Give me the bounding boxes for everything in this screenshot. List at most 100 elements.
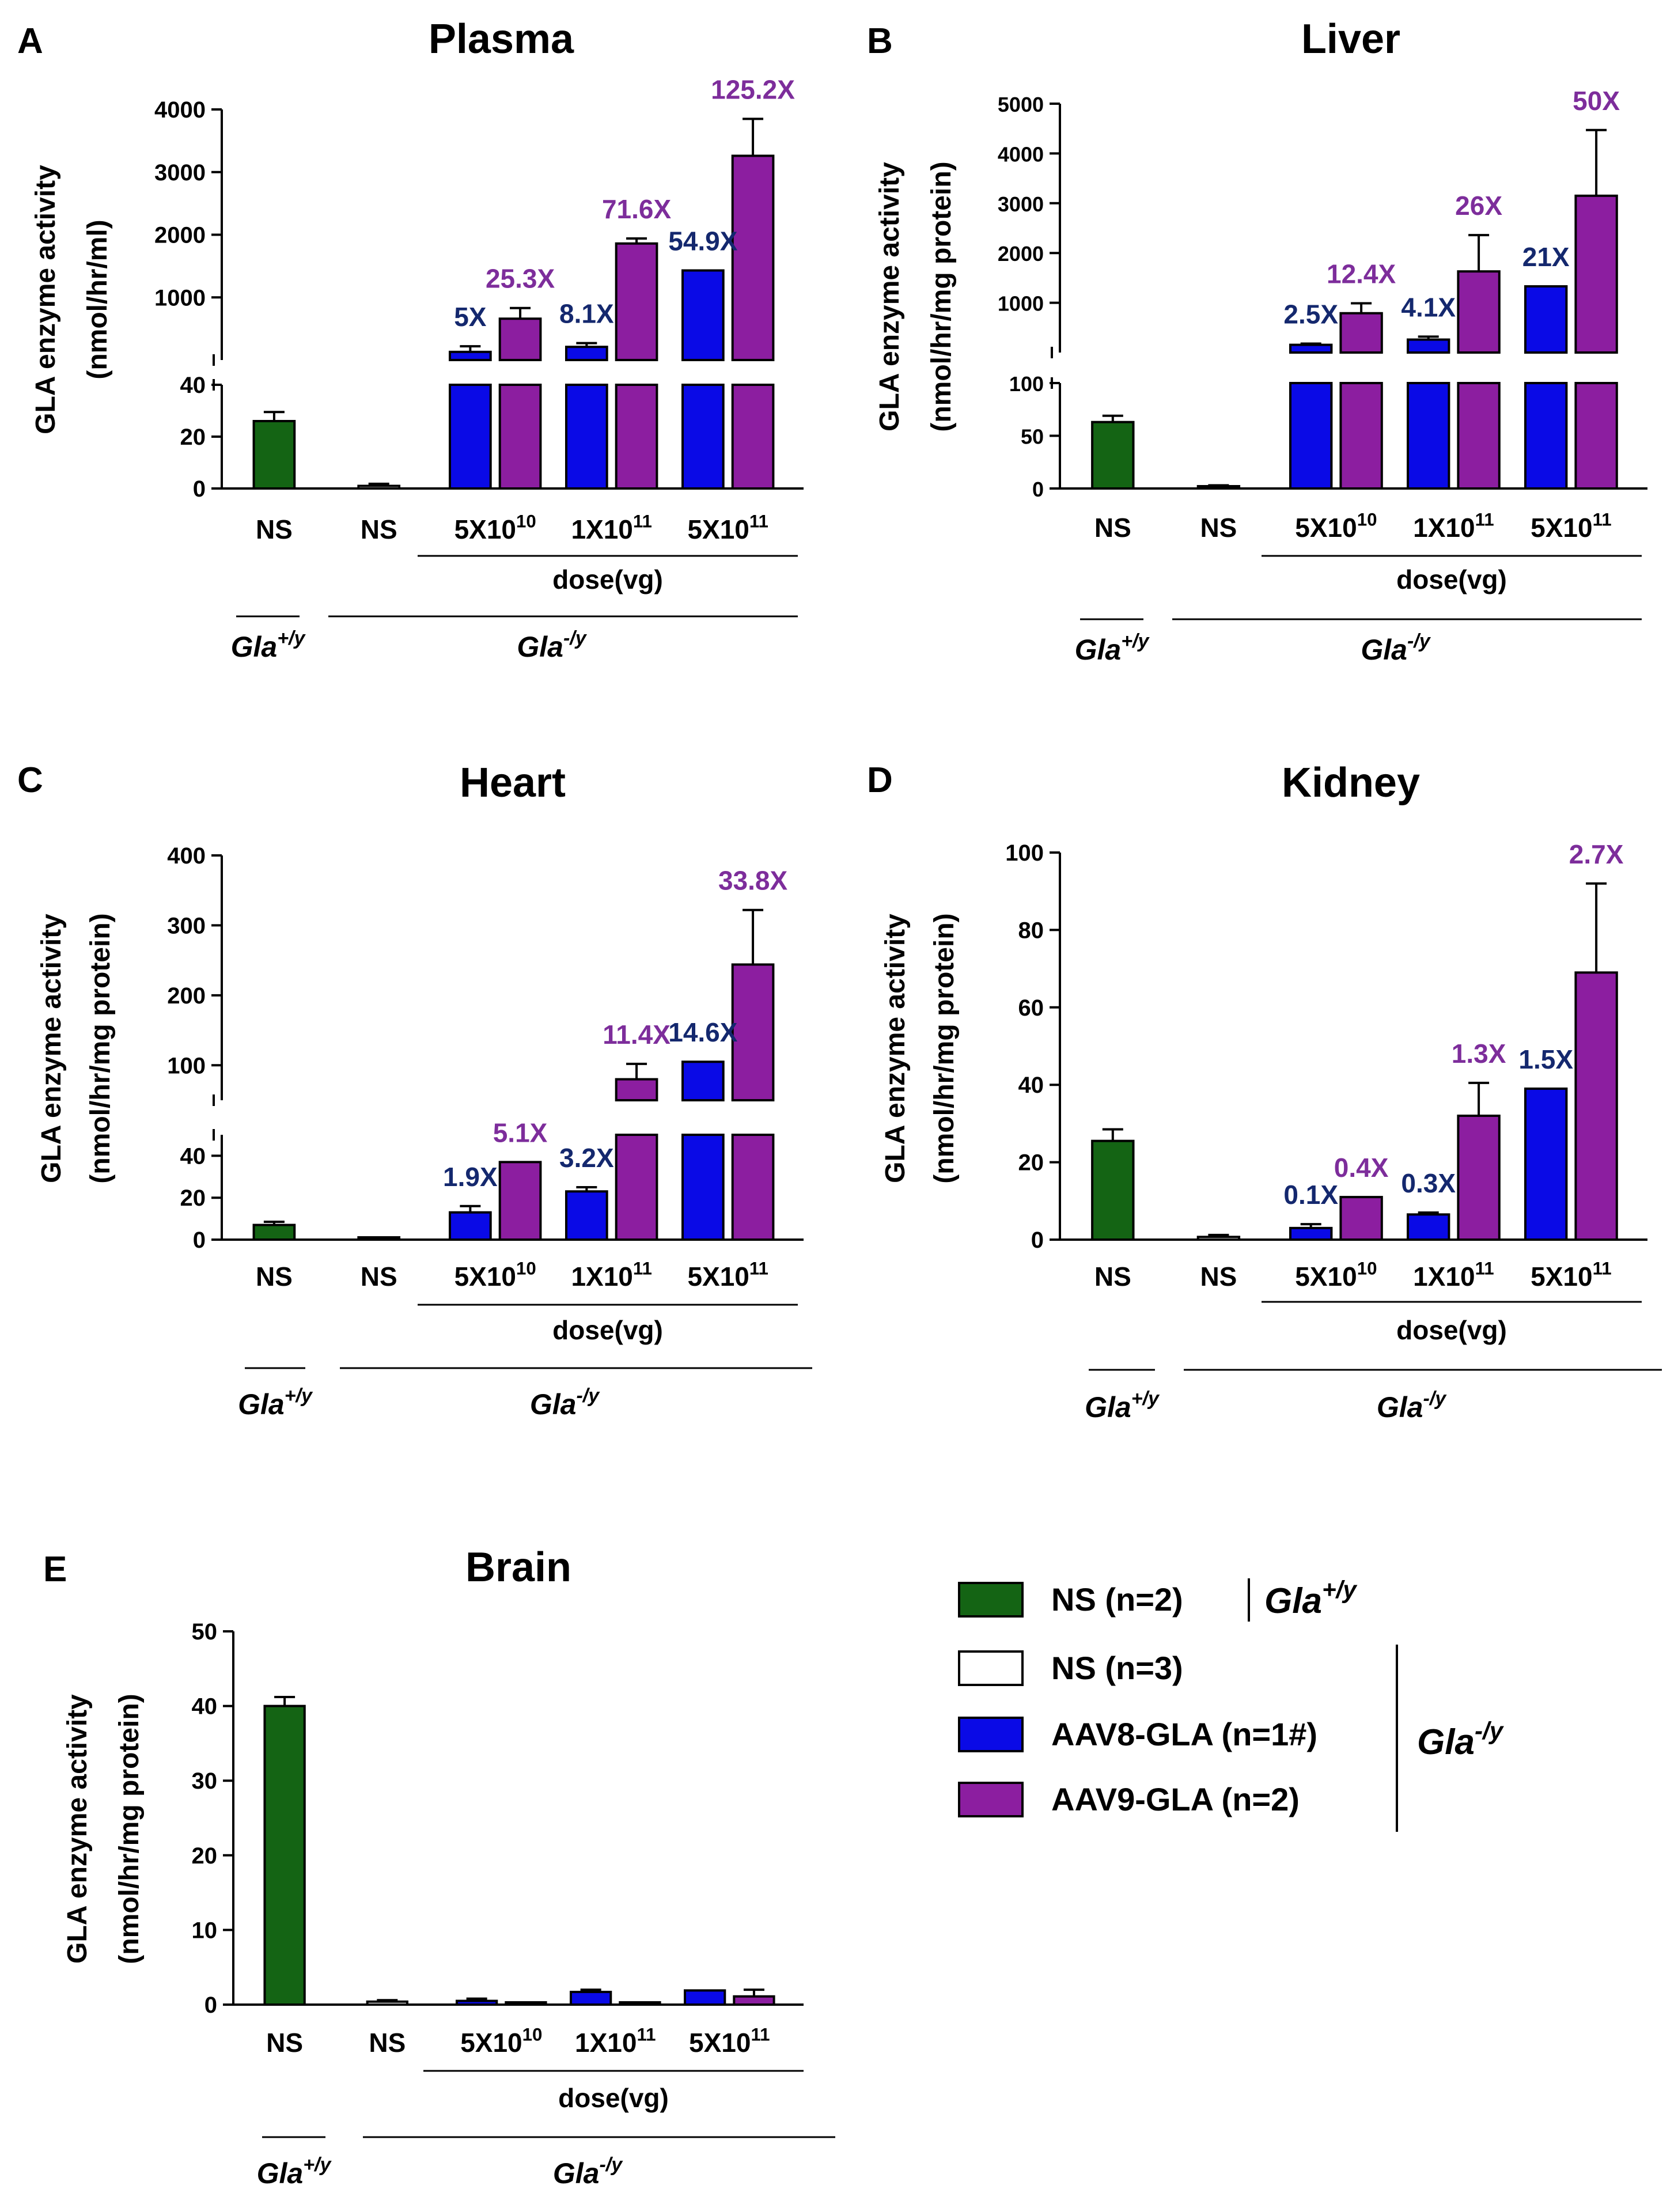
fold-change-label: 4.1X	[1401, 292, 1456, 322]
bar-aav9-g4	[731, 384, 775, 490]
y-tick-label: 0	[193, 476, 206, 502]
fold-change-label: 0.1X	[1283, 1180, 1338, 1210]
x-label-dose-base: 5X10	[1295, 513, 1357, 543]
genotype-ko-label-base: Gla	[517, 631, 563, 663]
bar-aav8-g2	[1289, 1226, 1333, 1241]
x-label-dose-sup: 10	[516, 1259, 536, 1279]
x-label-dose-sup: 11	[749, 1259, 768, 1279]
bar-aav9-g3	[1457, 382, 1501, 490]
genotype-ko-label-base: Gla	[1377, 1391, 1423, 1423]
x-label-ns: NS	[1200, 1262, 1237, 1291]
genotype-ko-label-sup: -/y	[1423, 1388, 1447, 1410]
x-label-dose-sup: 11	[751, 2025, 770, 2045]
panel-title: Heart	[460, 760, 566, 806]
bar-aav9-g2	[498, 384, 542, 490]
bar-aav9-g4	[733, 1995, 775, 2006]
x-label-ns: NS	[266, 2028, 303, 2058]
x-label-dose-sup: 11	[633, 1259, 652, 1279]
legend-label: AAV9-GLA (n=2)	[1051, 1781, 1300, 1817]
x-label-dose-sup: 11	[1475, 1259, 1494, 1279]
y-tick-label: 40	[180, 373, 206, 398]
y-axis-unit: (nmol/hr/mg protein)	[926, 161, 957, 431]
genotype-wt-label-base: Gla	[1085, 1391, 1131, 1423]
x-label-dose-sup: 11	[1593, 510, 1612, 530]
bar-aav9-g3	[615, 242, 658, 361]
bar-aav8-g4	[681, 384, 725, 490]
x-label-dose-sup: 10	[522, 2025, 543, 2045]
genotype-ko-label: Gla-/y	[553, 2154, 623, 2190]
x-label-dose-base: 1X10	[1413, 1262, 1475, 1291]
genotype-ko-label-base: Gla	[553, 2157, 600, 2190]
y-tick-label: 300	[167, 913, 206, 938]
fold-change-label: 3.2X	[559, 1143, 614, 1173]
genotype-ko-label: Gla-/y	[1377, 1388, 1447, 1423]
x-label-dose: 1X1011	[575, 2025, 656, 2058]
bar-aav8-g2	[456, 1999, 498, 2006]
x-label-dose-base: 5X10	[460, 2028, 522, 2058]
fold-change-label: 12.4X	[1327, 259, 1396, 289]
bar-wt-g0	[252, 1224, 296, 1241]
x-label-dose-base: 5X10	[689, 2028, 751, 2058]
x-label-dose: 1X1011	[1413, 510, 1494, 543]
genotype-wt-label: Gla+/y	[1085, 1388, 1160, 1423]
x-label-dose: 5X1010	[1295, 1259, 1377, 1291]
x-label-dose-sup: 10	[516, 512, 536, 532]
y-tick-label: 50	[1021, 425, 1044, 449]
fold-change-label: 21X	[1522, 242, 1570, 272]
y-tick-label: 200	[167, 983, 206, 1009]
bar-ko-g1	[357, 1236, 401, 1241]
fold-change-label: 33.8X	[718, 866, 788, 896]
x-label-dose-base: 1X10	[1413, 513, 1475, 543]
y-tick-label: 50	[192, 1619, 218, 1645]
bar-aav9-g4	[731, 963, 775, 1102]
panel-title: Liver	[1301, 16, 1400, 62]
legend-swatch	[958, 1650, 1024, 1686]
fold-change-label: 1.9X	[443, 1162, 498, 1192]
bar-aav9-g2	[505, 2001, 547, 2006]
x-label-dose: 5X1010	[460, 2025, 542, 2058]
x-label-dose-base: 5X10	[454, 1262, 516, 1291]
y-tick-label: 3000	[154, 160, 206, 185]
dose-label: dose(vg)	[552, 565, 663, 594]
bar-aav9-g4	[731, 1134, 775, 1241]
x-label-dose-base: 1X10	[571, 514, 632, 544]
x-label-dose-base: 5X10	[1295, 1262, 1357, 1291]
fold-change-label: 2.7X	[1569, 839, 1624, 869]
bar-aav9-g3	[1457, 1114, 1501, 1241]
y-tick-label: 2000	[998, 242, 1044, 266]
x-label-ns: NS	[1094, 1262, 1131, 1291]
bar-aav9-g2	[498, 317, 542, 361]
genotype-wt-label-sup: +/y	[285, 1385, 313, 1407]
y-tick-label: 100	[1005, 840, 1044, 866]
x-label-dose: 5X1010	[454, 512, 536, 544]
bar-aav9-g2	[1339, 312, 1383, 354]
bar-aav9-g4	[1574, 382, 1618, 490]
legend-label: NS (n=2)	[1051, 1581, 1183, 1618]
x-label-dose-base: 5X10	[687, 1262, 749, 1291]
legend-genotype-wt: Gla+/y	[1264, 1576, 1358, 1621]
panel-a: A Plasma GLA enzyme activity (nmol/hr/ml) 0 2…	[17, 16, 804, 663]
y-tick-label: 60	[1018, 995, 1044, 1021]
x-label-dose: 5X1011	[1531, 510, 1612, 543]
fold-change-label: 0.3X	[1401, 1168, 1456, 1198]
legend: NS (n=2) NS (n=3) AAV8-GLA (n=1#) AAV9-GLA …	[958, 1576, 1505, 1832]
legend-genotype-ko: Gla-/y	[1417, 1717, 1505, 1762]
legend-genotype-ko-base: Gla	[1417, 1722, 1475, 1762]
panel-letter: B	[867, 21, 893, 61]
x-label-dose-sup: 11	[1593, 1259, 1612, 1279]
dose-label: dose(vg)	[552, 1315, 663, 1345]
genotype-wt-label-sup: +/y	[277, 627, 306, 649]
bar-aav9-g2	[498, 1161, 542, 1241]
y-axis-unit: (nmol/hr/mg protein)	[114, 1694, 145, 1964]
x-label-dose: 5X1011	[687, 512, 768, 544]
panel-title: Kidney	[1282, 760, 1420, 806]
bar-aav8-g2	[1289, 382, 1333, 490]
bar-aav8-g3	[565, 1190, 608, 1241]
x-label-dose: 1X1011	[571, 512, 652, 544]
x-label-dose-base: 5X10	[687, 514, 749, 544]
x-label-dose-base: 5X10	[454, 514, 516, 544]
fold-change-label: 0.4X	[1334, 1153, 1389, 1183]
y-tick-label: 40	[192, 1694, 218, 1719]
x-label-ns: NS	[1200, 513, 1237, 543]
fold-change-label: 11.4X	[603, 1020, 671, 1050]
